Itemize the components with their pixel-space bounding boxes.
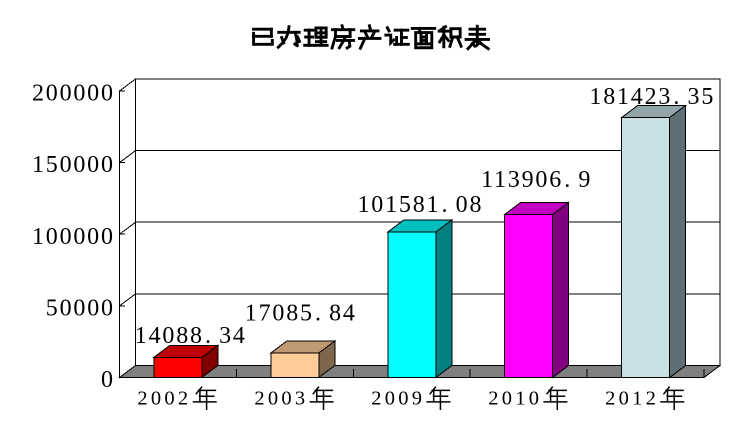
svg-text:14088.34: 14088. 34 [135,323,247,349]
svg-text:2009: 2009 [371,387,425,409]
svg-text:100000: 100000 [32,224,115,250]
svg-text:50000: 50000 [46,295,115,321]
svg-text:2003: 2003 [254,387,308,409]
svg-text:200000: 200000 [32,81,115,107]
svg-text:2012: 2012 [605,387,659,409]
svg-text:150000: 150000 [32,152,115,178]
svg-text:17085.84: 17085. 84 [245,301,357,327]
svg-text:0: 0 [101,367,115,393]
svg-text:2002: 2002 [137,387,191,409]
svg-text:2010: 2010 [488,387,542,409]
svg-text:101581.08: 101581. 08 [358,192,484,218]
svg-text:181423.35: 181423. 35 [589,84,715,110]
